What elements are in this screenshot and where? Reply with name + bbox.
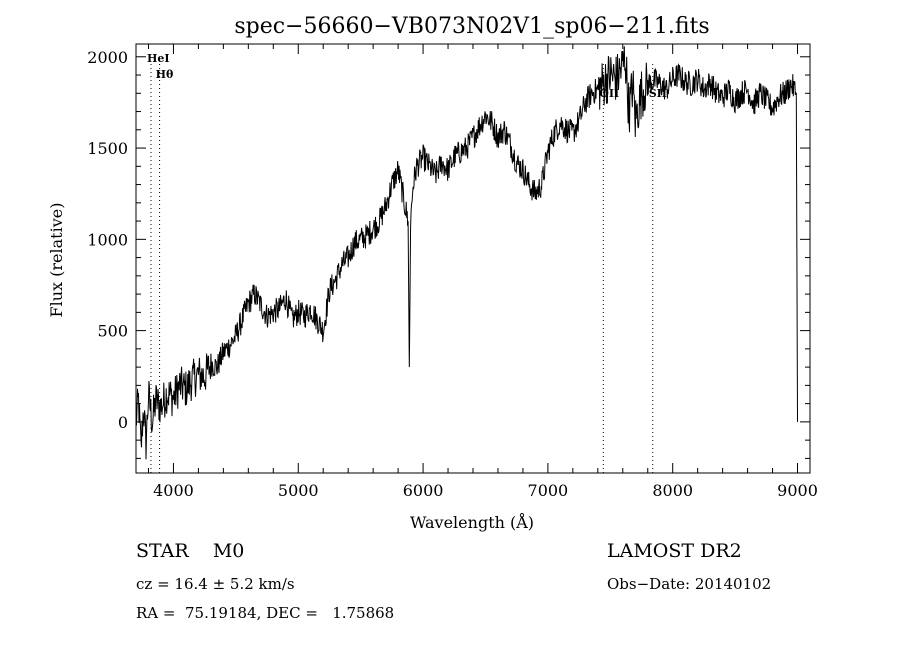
spectral-line-label: Hθ [156,68,174,81]
plot-frame [135,43,811,474]
x-tick-label: 9000 [777,481,818,500]
x-tick-label: 7000 [528,481,569,500]
y-tick-label: 500 [97,322,128,341]
x-tick-label: 4000 [153,481,194,500]
x-tick-label: 6000 [403,481,444,500]
y-axis-label: Flux (relative) [47,203,66,318]
y-tick-label: 0 [118,413,128,432]
coordinates: RA = 75.19184, DEC = 1.75868 [136,604,395,622]
x-axis-label: Wavelength (Å) [410,512,534,532]
object-class: STAR M0 [136,540,245,562]
y-tick-label: 1500 [87,139,128,158]
observation-date: Obs−Date: 20140102 [607,575,772,593]
axes: 4000 5000 6000 7000 8000 9000 0 500 1000 1500 2000 [87,44,818,500]
redshift-velocity: cz = 16.4 ± 5.2 km/s [136,575,295,593]
chart-title: spec−56660−VB073N02V1_sp06−211.fits [234,14,709,39]
x-tick-label: 5000 [278,481,319,500]
spectral-line-label: HeI [147,52,170,65]
y-tick-label: 1000 [87,230,128,249]
y-tick-label: 2000 [87,48,128,67]
survey-name: LAMOST DR2 [607,540,742,562]
spectrum-line [135,46,798,460]
x-tick-label: 8000 [652,481,693,500]
